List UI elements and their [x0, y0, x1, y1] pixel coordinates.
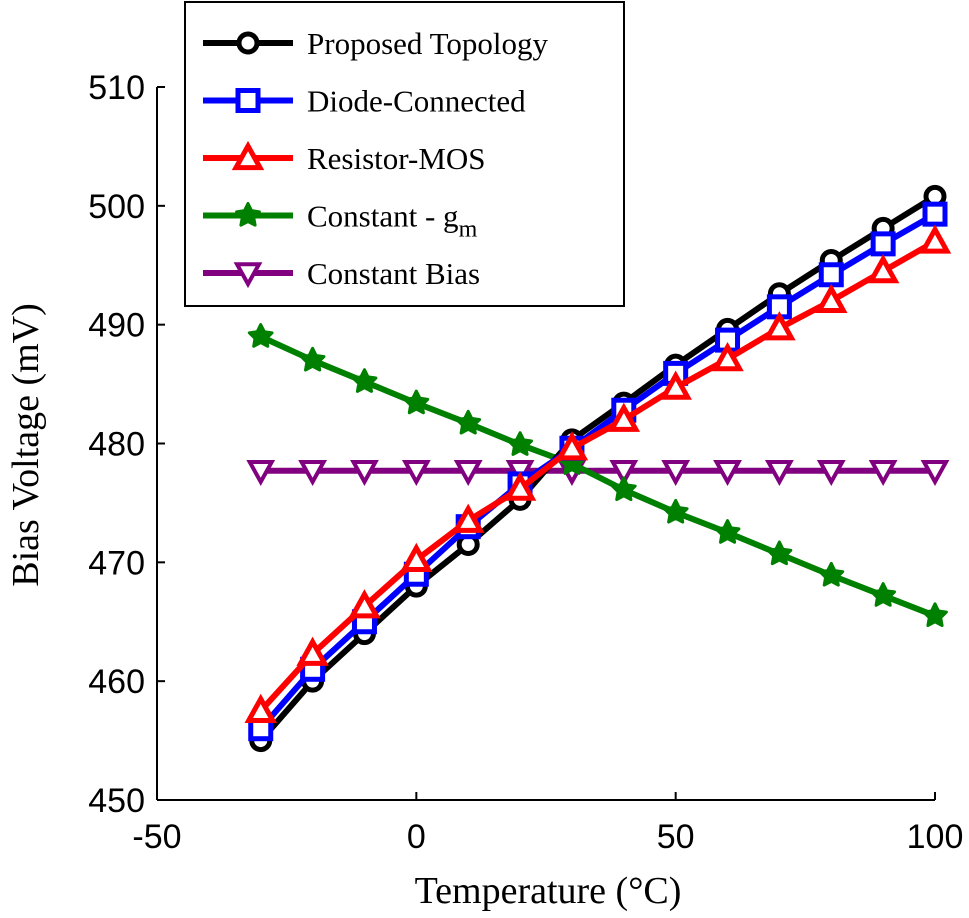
data-point: [713, 460, 742, 486]
data-point: [766, 540, 793, 566]
data-point: [922, 602, 948, 627]
data-point: [244, 693, 277, 723]
data-point: [401, 460, 431, 486]
data-point: [299, 346, 326, 372]
ticks-layer: -50 0 50 100 450 460 470 480 490 500 510: [88, 69, 963, 856]
y-tick-label: 510: [88, 69, 145, 107]
series-constant-g: [247, 323, 948, 627]
data-point: [866, 254, 900, 284]
data-point: [507, 431, 533, 456]
data-point: [661, 460, 691, 486]
data-point: [351, 368, 378, 393]
y-axis-title: Bias Voltage (mV): [5, 303, 47, 587]
data-point: [503, 471, 537, 501]
legend-marker: [233, 262, 263, 289]
data-point: [400, 542, 433, 573]
legend: Proposed Topology Diode-Connected Resistor…: [184, 1, 625, 307]
data-point: [922, 201, 948, 227]
y-tick-label: 450: [88, 782, 145, 820]
data-point: [298, 460, 327, 486]
data-point: [455, 409, 482, 435]
series-resistor-mos: [244, 224, 952, 723]
data-point: [348, 589, 381, 619]
data-point: [711, 341, 744, 372]
data-point: [763, 311, 796, 341]
data-point: [714, 519, 741, 544]
legend-label: Resistor-MOS: [307, 141, 486, 176]
data-point: [659, 370, 692, 400]
data-point: [350, 460, 379, 486]
y-tick-label: 460: [88, 663, 145, 701]
y-tick-label: 470: [88, 544, 145, 582]
data-point: [920, 460, 950, 486]
x-tick-label: 50: [657, 818, 695, 856]
data-point: [662, 498, 689, 524]
legend-label: Diode-Connected: [307, 84, 526, 119]
legend-item: Proposed Topology: [203, 26, 548, 61]
legend-label: Constant Bias: [307, 256, 480, 291]
legend-label-subscript: m: [459, 217, 478, 243]
legend-box: [184, 1, 625, 307]
data-point: [247, 323, 274, 348]
data-point: [868, 460, 898, 486]
series-constant-bias: [246, 460, 950, 486]
legend-item: Resistor-MOS: [203, 140, 486, 176]
data-point: [555, 431, 589, 461]
legend-item: Diode-Connected: [203, 84, 526, 119]
data-point: [451, 503, 485, 533]
x-tick-label: 0: [407, 818, 426, 856]
y-tick-label: 480: [88, 426, 145, 464]
y-tick-label: 490: [88, 307, 145, 345]
x-axis-title: Temperature (°C): [415, 870, 682, 912]
y-tick-label: 500: [88, 188, 145, 226]
data-point: [246, 460, 276, 486]
data-point: [918, 224, 952, 254]
x-tick-label: -50: [132, 818, 181, 856]
data-point: [818, 262, 844, 288]
legend-marker: [236, 31, 260, 55]
data-point: [816, 460, 846, 486]
data-point: [607, 402, 641, 432]
data-point: [765, 460, 794, 486]
series-layer: [244, 184, 952, 753]
legend-item: Constant Bias: [203, 256, 480, 291]
data-point: [870, 582, 896, 607]
x-tick-label: 100: [907, 818, 964, 856]
data-point: [453, 460, 483, 486]
legend-label: Proposed Topology: [307, 26, 548, 61]
legend-marker: [235, 88, 261, 113]
data-point: [403, 389, 430, 415]
data-point: [815, 283, 848, 313]
legend-marker: [231, 140, 265, 171]
data-point: [610, 476, 637, 502]
data-point: [818, 561, 845, 587]
data-point: [296, 636, 329, 666]
data-point: [870, 231, 896, 257]
data-point: [609, 460, 639, 486]
legend-marker: [235, 202, 261, 227]
